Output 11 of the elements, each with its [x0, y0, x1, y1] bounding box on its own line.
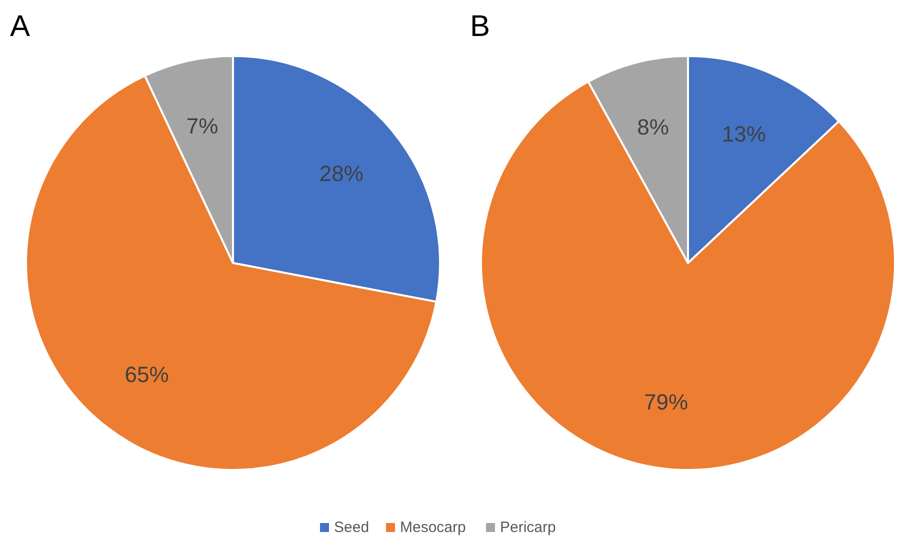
data-label: 7%: [186, 113, 218, 138]
legend-label: Mesocarp: [400, 519, 466, 536]
data-label: 8%: [637, 114, 669, 140]
legend-label: Pericarp: [500, 519, 556, 536]
legend-label: Seed: [334, 519, 370, 536]
data-label: 79%: [644, 390, 688, 415]
data-label: 13%: [722, 122, 766, 147]
chart-title: B: [470, 10, 490, 43]
chart-title: A: [10, 10, 30, 43]
data-label: 65%: [124, 362, 169, 387]
data-label: 28%: [319, 160, 364, 186]
